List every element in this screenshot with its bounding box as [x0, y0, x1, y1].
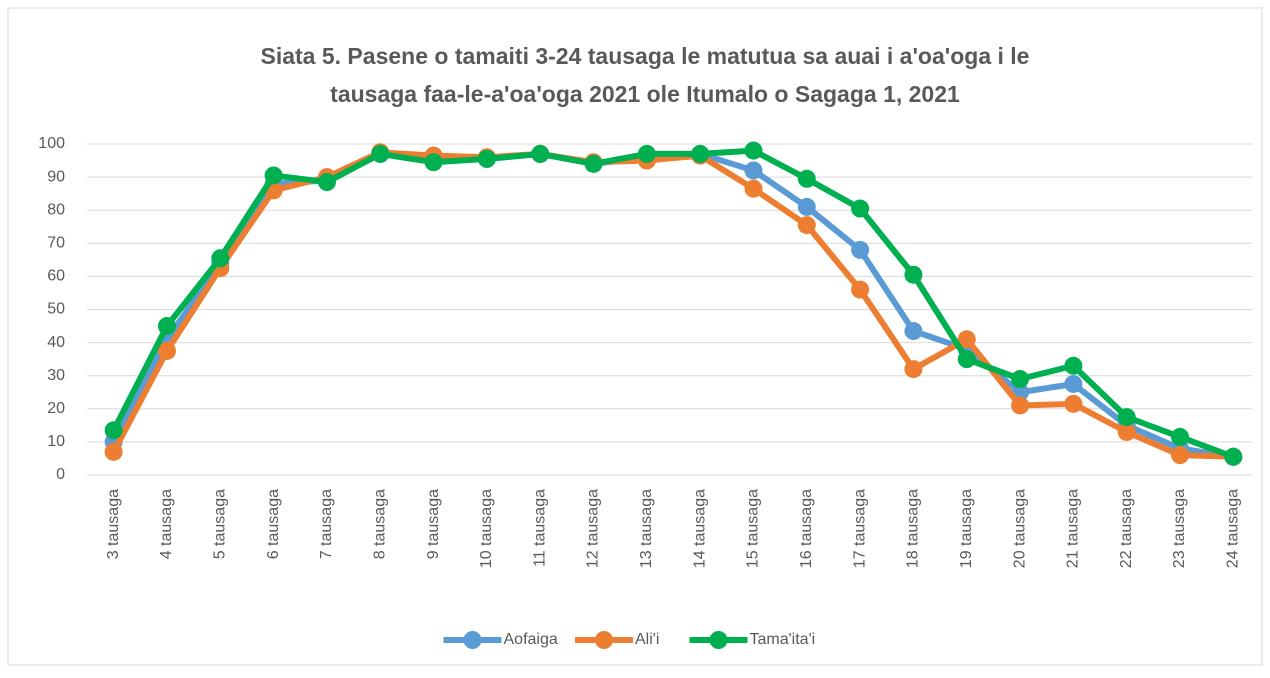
data-point	[851, 280, 870, 299]
x-tick-label: 20 tausaga	[1011, 489, 1028, 568]
data-point	[1117, 408, 1136, 427]
y-tick-label: 60	[47, 268, 65, 285]
x-tick-label: 24 tausaga	[1225, 489, 1242, 568]
data-point	[744, 141, 763, 160]
chart-title: Siata 5. Pasene o tamaiti 3-24 tausaga l…	[261, 43, 1030, 69]
data-point	[957, 350, 976, 369]
y-tick-label: 100	[38, 135, 65, 152]
data-point	[157, 317, 176, 336]
data-point	[317, 173, 336, 192]
x-tick-label: 21 tausaga	[1065, 489, 1082, 568]
data-point	[1064, 356, 1083, 375]
data-point	[371, 144, 390, 163]
x-tick-label: 11 tausaga	[531, 489, 548, 567]
y-tick-label: 40	[47, 334, 65, 351]
data-point	[851, 240, 870, 259]
data-point	[1117, 422, 1136, 441]
y-tick-label: 50	[47, 301, 65, 318]
data-point	[637, 144, 656, 163]
y-tick-label: 30	[47, 367, 65, 384]
y-tick-label: 70	[47, 235, 65, 252]
legend-marker	[709, 631, 728, 649]
x-tick-label: 3 tausaga	[105, 489, 122, 559]
data-point	[691, 144, 710, 163]
x-tick-label: 5 tausaga	[212, 489, 229, 559]
x-tick-label: 14 tausaga	[691, 489, 708, 568]
legend-label: Aofaiga	[504, 631, 558, 648]
legend-marker	[595, 631, 613, 649]
data-point	[851, 199, 870, 218]
data-point	[157, 341, 176, 360]
data-point	[531, 144, 550, 163]
x-tick-label: 13 tausaga	[638, 489, 655, 568]
data-point	[797, 216, 816, 235]
x-tick-label: 18 tausaga	[905, 489, 922, 568]
y-tick-label: 20	[47, 400, 65, 417]
data-point	[1171, 446, 1190, 465]
x-tick-label: 4 tausaga	[158, 489, 175, 559]
x-tick-label: 15 tausaga	[745, 489, 762, 568]
series-line	[111, 149, 1234, 460]
data-point	[1011, 370, 1030, 389]
y-tick-label: 10	[47, 433, 65, 450]
data-point	[264, 166, 283, 185]
data-point	[904, 322, 923, 341]
x-tick-label: 7 tausaga	[318, 489, 335, 559]
data-point	[797, 197, 816, 216]
data-point	[957, 330, 976, 349]
x-tick-label: 10 tausaga	[478, 489, 495, 568]
data-point	[904, 265, 923, 284]
data-point	[104, 421, 123, 440]
legend-label: Tama'ita'i	[750, 631, 816, 648]
x-tick-label: 16 tausaga	[798, 489, 815, 568]
x-tick-label: 6 tausaga	[265, 489, 282, 559]
data-point	[104, 442, 123, 461]
data-point	[1064, 394, 1083, 413]
data-point	[424, 153, 443, 172]
chart-title: tausaga faa-le-a'oa'oga 2021 ole Itumalo…	[330, 81, 960, 107]
data-point	[1011, 396, 1030, 415]
data-point	[1064, 374, 1083, 393]
legend-marker	[463, 631, 482, 649]
x-tick-label: 17 tausaga	[851, 489, 868, 568]
series-line	[110, 147, 1235, 460]
x-tick-label: 19 tausaga	[958, 489, 975, 568]
data-point	[744, 179, 763, 198]
data-point	[1171, 427, 1190, 446]
data-point	[744, 161, 763, 180]
data-point	[584, 154, 603, 173]
y-tick-label: 90	[47, 168, 65, 185]
y-tick-label: 80	[47, 201, 65, 218]
chart-border	[7, 7, 1263, 666]
data-point	[477, 149, 496, 168]
data-point	[211, 249, 230, 268]
data-point	[797, 169, 816, 188]
y-tick-label: 0	[56, 466, 65, 483]
x-tick-label: 9 tausaga	[425, 489, 442, 559]
data-point	[1224, 447, 1243, 466]
legend-label: Ali'i	[635, 631, 659, 648]
x-tick-label: 12 tausaga	[585, 489, 602, 568]
x-tick-label: 22 tausaga	[1118, 489, 1135, 568]
data-point	[904, 360, 923, 379]
x-tick-label: 8 tausaga	[371, 489, 388, 559]
x-tick-label: 23 tausaga	[1171, 489, 1188, 568]
